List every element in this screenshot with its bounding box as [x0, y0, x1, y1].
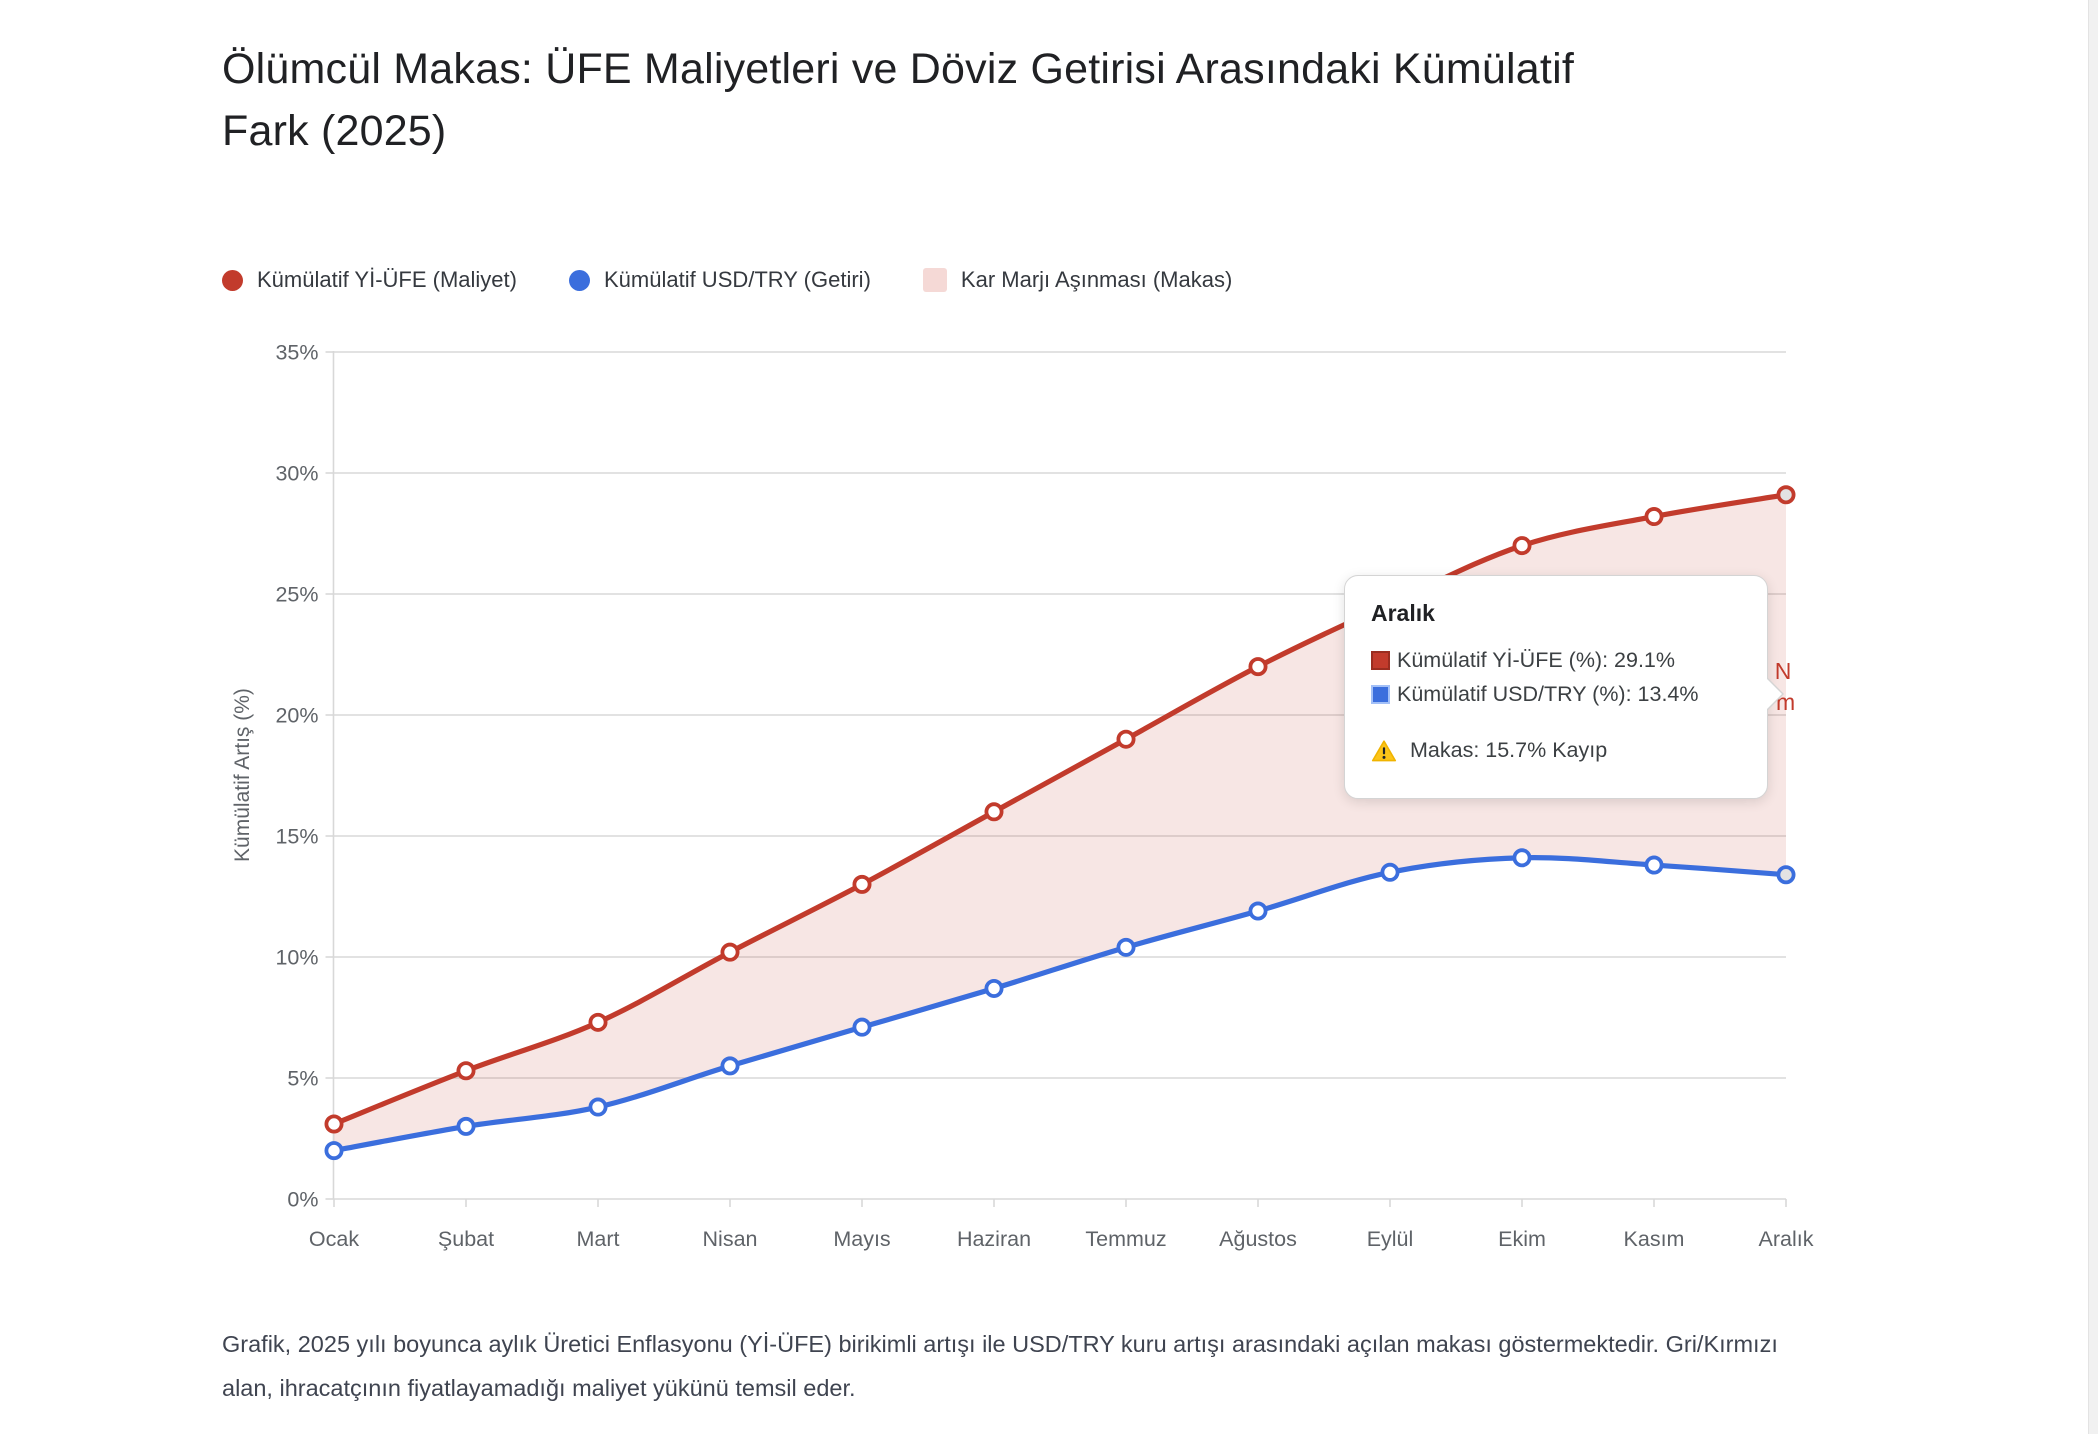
legend-swatch-pink-icon: [922, 268, 947, 292]
tooltip-swatch-blue-icon: [1371, 684, 1390, 704]
data-point-usdtry-Ocak[interactable]: [324, 1141, 344, 1161]
data-point-yiufe-Mart[interactable]: [588, 1012, 608, 1032]
chart-legend: Kümülatif Yİ-ÜFE (Maliyet) Kümülatif USD…: [222, 264, 1232, 296]
data-point-yiufe-Şubat[interactable]: [456, 1061, 476, 1081]
ytick-label-20%: 20%: [275, 704, 318, 728]
legend-dot-blue-icon: [568, 269, 590, 291]
xtick-label-Ocak: Ocak: [309, 1227, 359, 1251]
legend-item-makas-area[interactable]: Kar Marjı Aşınması (Makas): [922, 267, 1233, 293]
xtick-label-Nisan: Nisan: [703, 1227, 758, 1251]
data-point-usdtry-Haziran[interactable]: [984, 978, 1004, 998]
xtick-label-Kasım: Kasım: [1624, 1227, 1685, 1251]
legend-label-yiufe: Kümülatif Yİ-ÜFE (Maliyet): [257, 267, 517, 292]
ytick-label-10%: 10%: [275, 946, 318, 970]
xtick-label-Aralık: Aralık: [1759, 1227, 1814, 1251]
data-point-usdtry-Ekim[interactable]: [1512, 848, 1532, 868]
tooltip-title: Aralık: [1371, 600, 1435, 626]
ytick-label-25%: 25%: [275, 583, 318, 607]
xtick-label-Temmuz: Temmuz: [1085, 1227, 1166, 1251]
warning-triangle-icon: [1371, 739, 1397, 761]
legend-item-usdtry[interactable]: Kümülatif USD/TRY (Getiri): [568, 267, 871, 293]
tooltip-row-text-usdtry: Kümülatif USD/TRY (%): 13.4%: [1397, 681, 1699, 706]
xtick-label-Mayıs: Mayıs: [833, 1227, 890, 1251]
footer-note: Grafik, 2025 yılı boyunca aylık Üretici …: [222, 1331, 1778, 1401]
data-point-usdtry-Temmuz[interactable]: [1116, 937, 1136, 957]
data-point-usdtry-Nisan[interactable]: [720, 1056, 740, 1076]
data-point-yiufe-Ekim[interactable]: [1512, 536, 1532, 556]
scrollbar[interactable]: [2088, 0, 2098, 1434]
ytick-label-5%: 5%: [287, 1067, 318, 1091]
xtick-label-Şubat: Şubat: [438, 1227, 494, 1251]
data-point-yiufe-Temmuz[interactable]: [1116, 729, 1136, 749]
chart-tooltip: Aralık Kümülatif Yİ-ÜFE (%): 29.1% Kümül…: [1344, 575, 1784, 799]
line-usdtry[interactable]: [331, 855, 1789, 1154]
data-point-usdtry-Mart[interactable]: [588, 1097, 608, 1117]
xtick-label-Haziran: Haziran: [957, 1227, 1031, 1251]
legend-dot-red-icon: [222, 269, 243, 291]
xtick-label-Ekim: Ekim: [1498, 1227, 1546, 1251]
ytick-label-35%: 35%: [275, 341, 318, 365]
tooltip-makas-text: Makas: 15.7% Kayıp: [1410, 738, 1608, 762]
chart-title: Ölümcül Makas: ÜFE Maliyetleri ve Döviz …: [222, 45, 1574, 155]
data-point-usdtry-Eylül[interactable]: [1380, 862, 1400, 882]
data-point-usdtry-Aralık[interactable]: [1776, 865, 1796, 885]
xtick-label-Ağustos: Ağustos: [1219, 1227, 1297, 1251]
tooltip-row-usdtry: Kümülatif USD/TRY (%): 13.4%: [1371, 677, 1741, 711]
tooltip-warning-row: Makas: 15.7% Kayıp: [1371, 738, 1741, 763]
tooltip-row-yiufe: Kümülatif Yİ-ÜFE (%): 29.1%: [1371, 643, 1741, 677]
data-point-yiufe-Mayıs[interactable]: [852, 874, 872, 894]
data-point-yiufe-Kasım[interactable]: [1644, 507, 1664, 527]
data-point-yiufe-Aralık[interactable]: [1776, 485, 1796, 505]
data-point-usdtry-Mayıs[interactable]: [852, 1017, 872, 1037]
data-point-yiufe-Ağustos[interactable]: [1248, 657, 1268, 677]
data-point-yiufe-Haziran[interactable]: [984, 802, 1004, 822]
data-point-yiufe-Nisan[interactable]: [720, 942, 740, 962]
legend-label-usdtry: Kümülatif USD/TRY (Getiri): [603, 267, 871, 292]
ytick-label-15%: 15%: [275, 825, 318, 849]
data-point-usdtry-Kasım[interactable]: [1644, 855, 1664, 875]
data-point-yiufe-Ocak[interactable]: [324, 1114, 344, 1134]
xtick-label-Eylül: Eylül: [1367, 1227, 1414, 1251]
data-point-usdtry-Ağustos[interactable]: [1248, 901, 1268, 921]
tooltip-swatch-red-icon: [1371, 650, 1390, 670]
legend-label-makas: Kar Marjı Aşınması (Makas): [960, 267, 1233, 292]
xtick-label-Mart: Mart: [577, 1227, 620, 1251]
data-point-usdtry-Şubat[interactable]: [456, 1116, 476, 1136]
legend-item-yiufe[interactable]: Kümülatif Yİ-ÜFE (Maliyet): [222, 267, 517, 293]
ytick-label-30%: 30%: [275, 462, 318, 486]
ytick-label-0%: 0%: [287, 1188, 318, 1212]
tooltip-row-text-yiufe: Kümülatif Yİ-ÜFE (%): 29.1%: [1397, 647, 1675, 672]
